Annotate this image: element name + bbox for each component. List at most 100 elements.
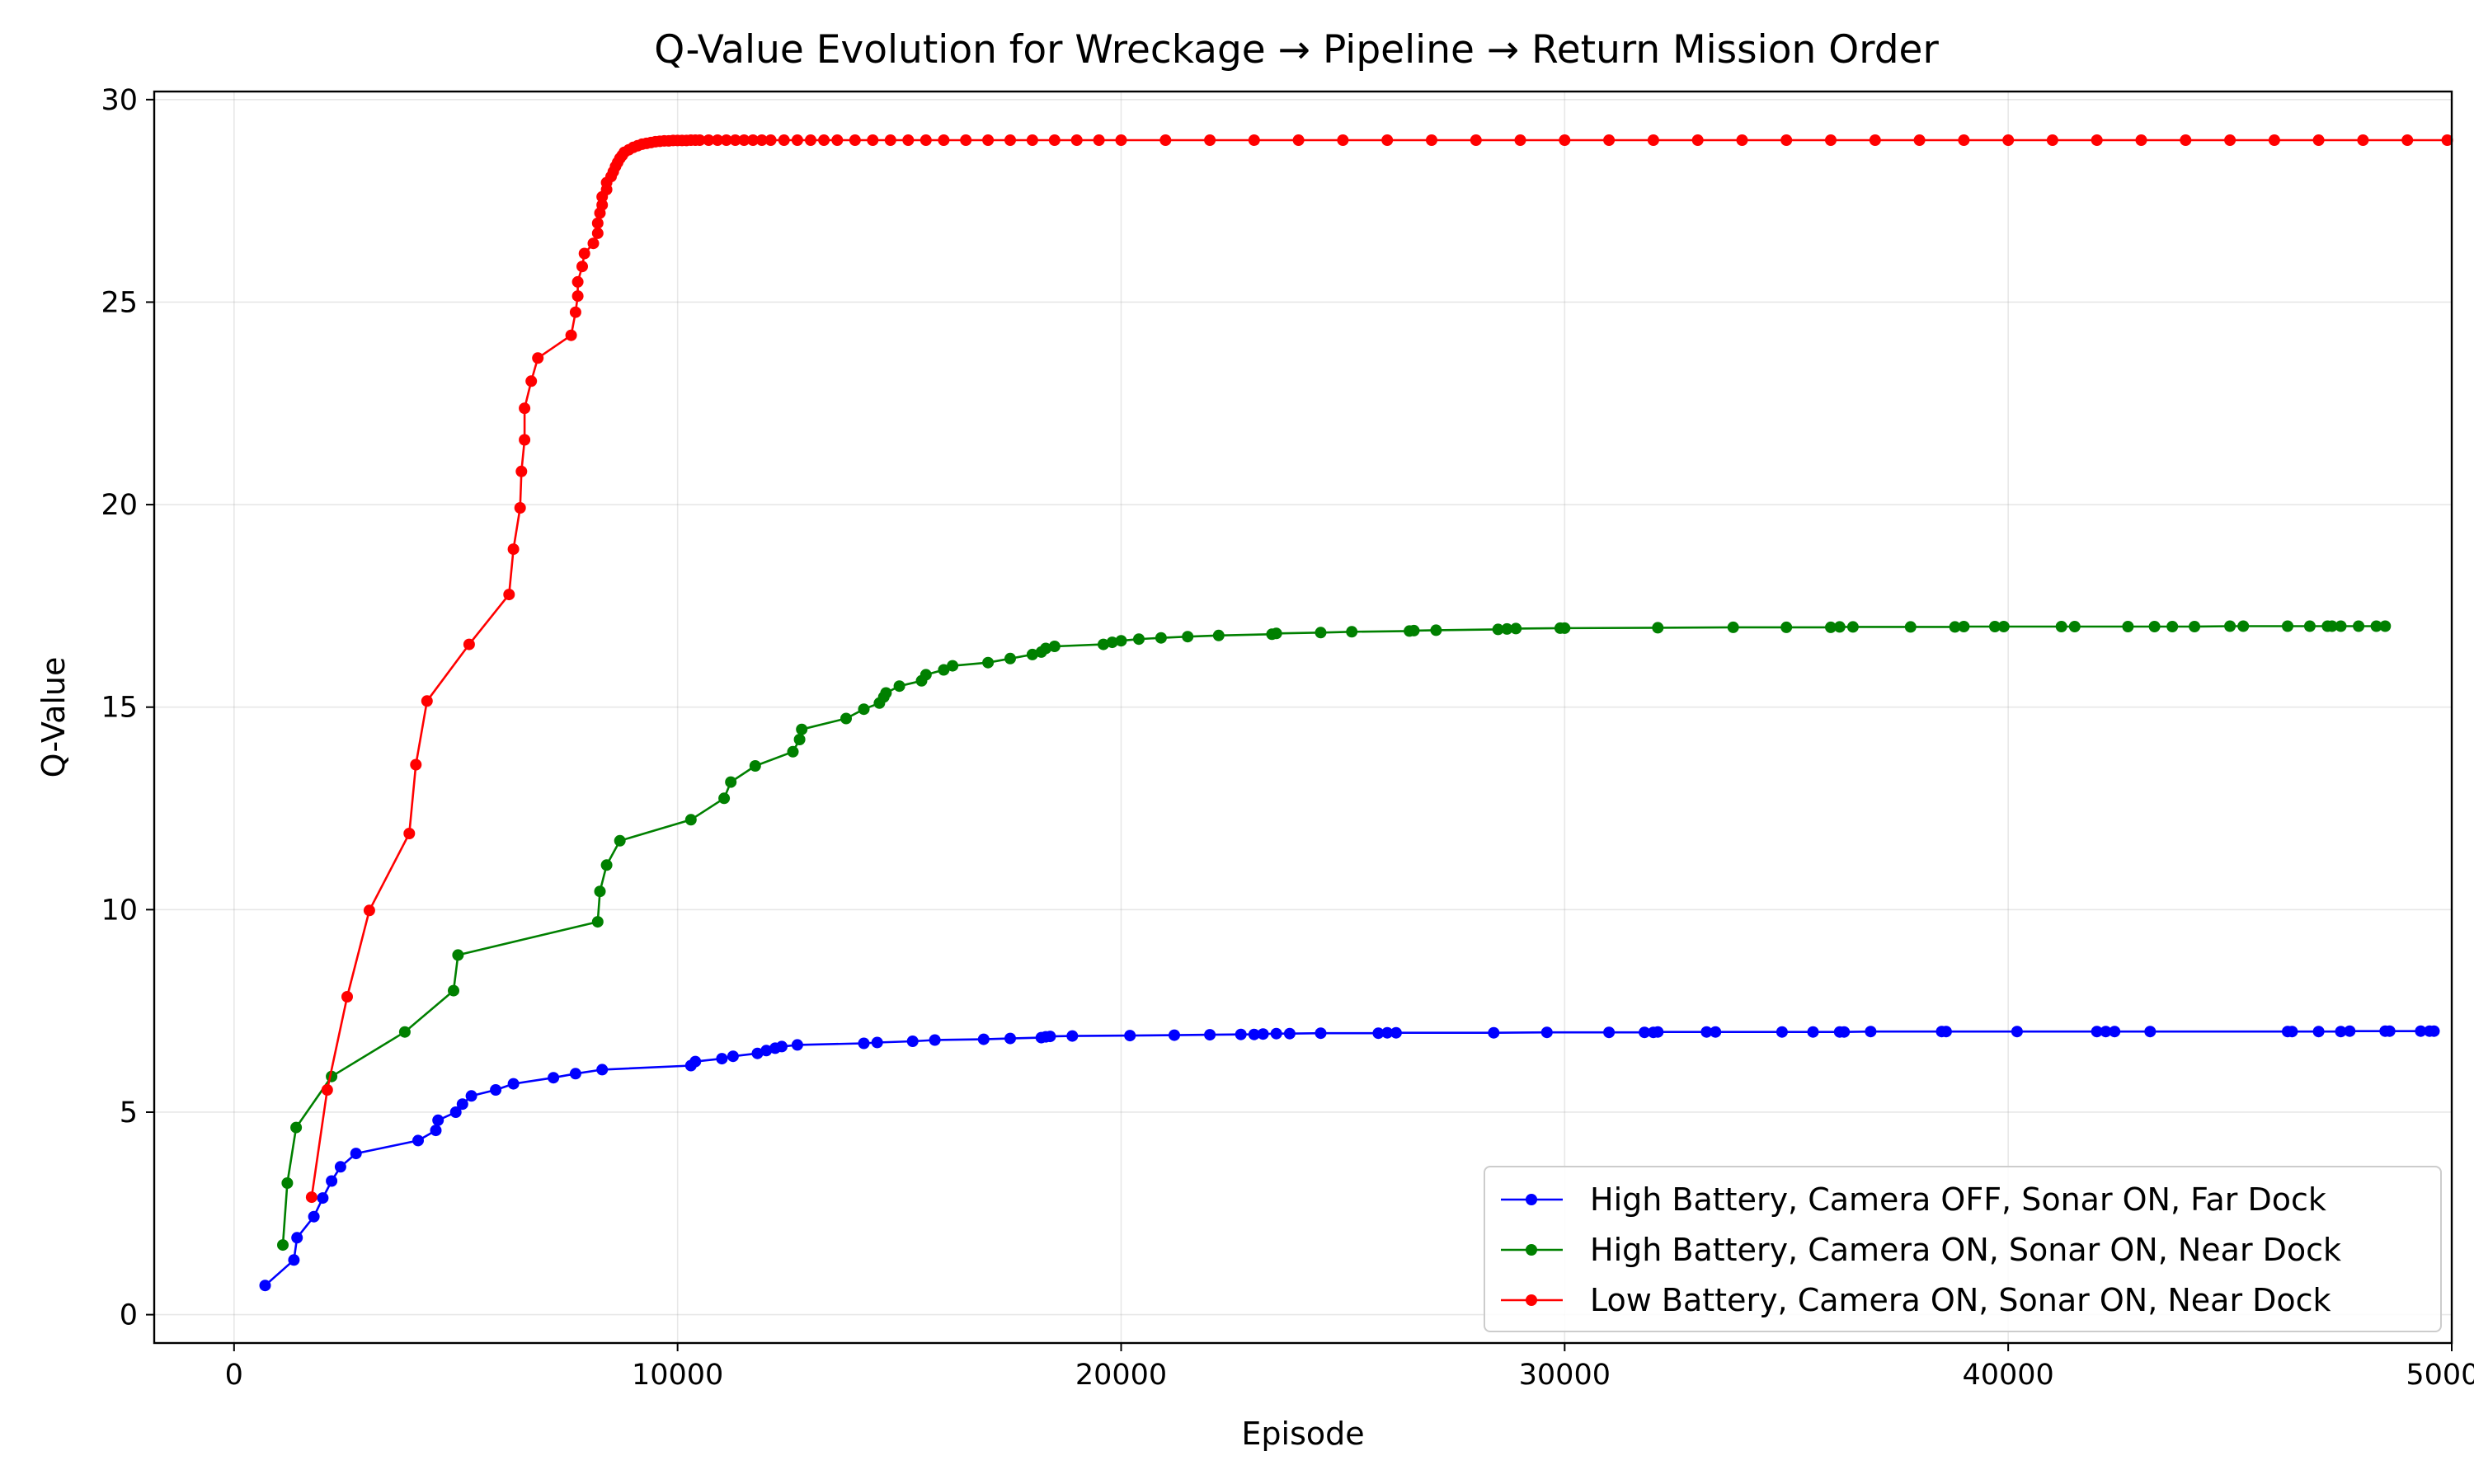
- data-point: [1070, 134, 1083, 146]
- data-point: [791, 1039, 803, 1051]
- series-3: [305, 134, 2453, 1204]
- data-point: [703, 134, 715, 146]
- y-tick-label: 20: [101, 489, 138, 522]
- data-point: [1106, 636, 1118, 649]
- data-point: [421, 695, 433, 707]
- data-point: [596, 199, 609, 211]
- plot-area-frame: [153, 90, 2453, 1345]
- data-point: [1997, 621, 2010, 632]
- data-point: [350, 1148, 362, 1160]
- data-point: [2401, 134, 2414, 146]
- data-point: [1235, 1028, 1247, 1040]
- data-point: [1958, 621, 1970, 632]
- data-point: [594, 885, 606, 898]
- data-point: [1838, 1026, 1851, 1038]
- data-point: [591, 217, 604, 229]
- data-point: [1315, 627, 1327, 639]
- data-point: [569, 1068, 581, 1080]
- data-point: [1248, 1028, 1260, 1040]
- data-point: [1647, 134, 1659, 146]
- data-point: [1833, 621, 1846, 633]
- x-tick-label: 30000: [1519, 1359, 1611, 1392]
- data-point: [591, 227, 604, 239]
- data-point: [576, 261, 588, 273]
- legend-box: [1484, 1166, 2442, 1332]
- data-point: [982, 656, 995, 669]
- legend-label: High Battery, Camera ON, Sonar ON, Near …: [1590, 1232, 2341, 1268]
- data-point: [1381, 134, 1394, 146]
- data-point: [738, 134, 750, 146]
- data-point: [2224, 134, 2236, 146]
- data-point: [727, 1050, 739, 1063]
- data-point: [2135, 134, 2147, 146]
- data-point: [938, 664, 950, 676]
- data-point: [1710, 1026, 1722, 1038]
- data-point: [614, 834, 626, 847]
- data-point: [2109, 1026, 2121, 1038]
- data-point: [2046, 134, 2058, 146]
- data-point: [305, 1191, 317, 1204]
- data-point: [1559, 622, 1571, 634]
- data-point: [893, 680, 905, 693]
- data-point: [1430, 624, 1442, 636]
- data-point: [1337, 134, 1349, 146]
- data-point: [1825, 134, 1837, 146]
- data-point: [2091, 1026, 2103, 1038]
- data-point: [755, 134, 768, 146]
- data-point: [452, 949, 464, 961]
- data-point: [456, 1098, 468, 1111]
- data-point: [1700, 1026, 1713, 1038]
- plot-series: [259, 134, 2453, 1292]
- data-point: [288, 1254, 300, 1266]
- data-point: [906, 1036, 919, 1047]
- data-point: [1780, 134, 1793, 146]
- data-point: [1408, 624, 1420, 636]
- data-point: [587, 237, 600, 250]
- data-point: [2148, 621, 2161, 632]
- data-point: [1182, 631, 1194, 643]
- data-point: [1780, 621, 1793, 633]
- y-tick-label: 25: [101, 286, 138, 319]
- data-point: [1004, 652, 1016, 665]
- data-point: [867, 134, 879, 146]
- data-point: [1283, 1027, 1296, 1040]
- x-tick-label: 40000: [1962, 1359, 2053, 1392]
- data-point: [2441, 134, 2453, 146]
- data-point: [490, 1084, 502, 1096]
- data-point: [694, 134, 706, 146]
- data-point: [2237, 620, 2250, 632]
- data-point: [1093, 134, 1105, 146]
- series-1: [259, 1025, 2440, 1292]
- data-point: [920, 669, 932, 681]
- data-point: [2370, 620, 2382, 632]
- data-point: [902, 134, 915, 146]
- data-point: [317, 1192, 329, 1205]
- data-point: [519, 402, 531, 415]
- data-point: [321, 1084, 333, 1096]
- data-point: [2002, 134, 2015, 146]
- data-point: [1603, 1026, 1616, 1039]
- data-point: [341, 991, 353, 1003]
- data-point: [565, 329, 577, 341]
- data-point: [591, 916, 604, 928]
- data-point: [463, 638, 475, 650]
- data-point: [1652, 1026, 1664, 1038]
- data-point: [805, 134, 816, 146]
- data-point: [1098, 638, 1109, 650]
- data-point: [290, 1121, 303, 1134]
- data-point: [363, 904, 375, 917]
- data-point: [448, 984, 459, 997]
- data-point: [1381, 1026, 1394, 1039]
- data-point: [2166, 621, 2179, 632]
- data-point: [1159, 134, 1172, 146]
- data-point: [1155, 632, 1167, 644]
- data-point: [1040, 642, 1052, 655]
- data-point: [1066, 1030, 1079, 1042]
- data-point: [1270, 1027, 1282, 1040]
- data-point: [1346, 626, 1358, 638]
- data-point: [840, 712, 852, 725]
- data-point: [871, 1036, 883, 1049]
- data-point: [2100, 1026, 2112, 1038]
